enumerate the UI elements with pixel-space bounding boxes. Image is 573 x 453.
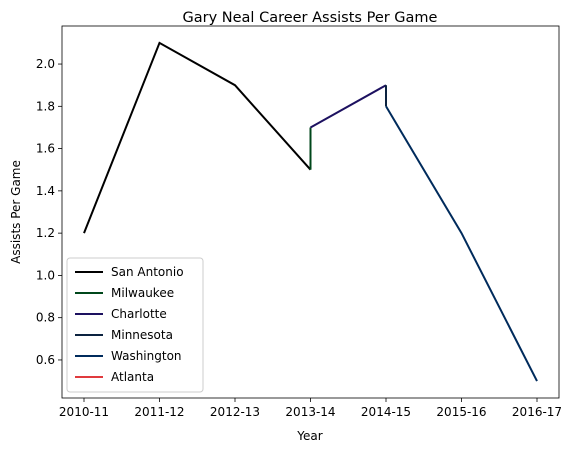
legend-entry: Minnesota xyxy=(111,328,173,342)
legend-entry: Charlotte xyxy=(111,307,167,321)
legend: San Antonio Milwaukee Charlotte Minnesota Wa… xyxy=(66,257,204,393)
y-tick-label: 1.4 xyxy=(36,184,55,198)
y-tick-label: 0.8 xyxy=(36,311,55,325)
plot-lines xyxy=(83,41,538,382)
x-tick-label: 2012-13 xyxy=(210,405,260,419)
y-axis-label: Assists Per Game xyxy=(9,160,23,264)
chart-title: Gary Neal Career Assists Per Game xyxy=(183,10,438,26)
legend-box xyxy=(66,257,204,393)
y-axis: 0.6 0.8 1.0 1.2 1.4 1.6 1.8 2.0 xyxy=(36,57,62,367)
legend-entry: Milwaukee xyxy=(111,286,174,300)
x-axis-label: Year xyxy=(296,429,322,443)
legend-entry: Washington xyxy=(111,349,182,363)
x-tick-label: 2010-11 xyxy=(59,405,109,419)
y-tick-label: 0.6 xyxy=(36,353,55,367)
series-line-charlotte xyxy=(310,84,387,129)
x-tick-label: 2013-14 xyxy=(285,405,335,419)
y-tick-label: 1.6 xyxy=(36,142,55,156)
x-tick-label: 2011-12 xyxy=(134,405,184,419)
legend-entry: Atlanta xyxy=(111,370,154,384)
y-tick-label: 2.0 xyxy=(36,57,55,71)
x-tick-label: 2016-17 xyxy=(512,405,562,419)
legend-entry: San Antonio xyxy=(111,265,184,279)
series-line-washington xyxy=(385,105,538,382)
x-tick-label: 2015-16 xyxy=(436,405,486,419)
y-tick-label: 1.8 xyxy=(36,99,55,113)
y-tick-label: 1.0 xyxy=(36,268,55,282)
x-axis: 2010-11 2011-12 2012-13 2013-14 2014-15 2015-… xyxy=(59,398,562,419)
x-tick-label: 2014-15 xyxy=(361,405,411,419)
y-tick-label: 1.2 xyxy=(36,226,55,240)
series-line-san-antonio xyxy=(83,41,312,234)
